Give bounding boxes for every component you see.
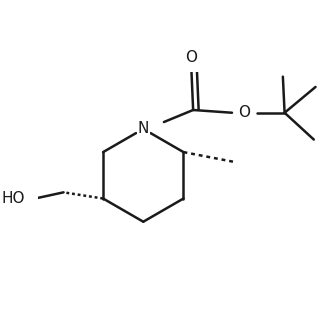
- Text: O: O: [185, 50, 197, 65]
- Text: O: O: [238, 105, 250, 120]
- Text: N: N: [138, 121, 149, 136]
- Text: HO: HO: [1, 191, 25, 206]
